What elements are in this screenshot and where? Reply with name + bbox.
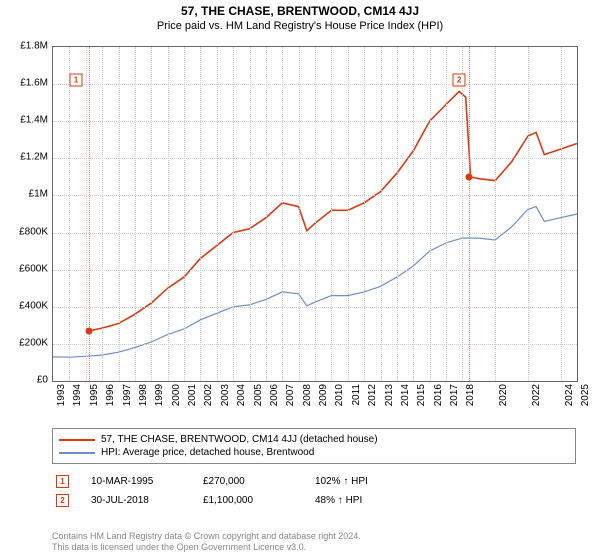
x-axis-label: 2003 [220,384,231,406]
chart-plot-area: 12 [52,46,578,382]
sale-marker-dot [86,327,93,334]
x-axis-label: 2016 [433,384,444,406]
x-axis-label: 2011 [351,384,362,406]
x-axis-label: 1998 [138,384,149,406]
x-axis-label: 2001 [187,384,198,406]
x-axis-label: 1999 [154,384,165,406]
y-axis-label: £1.8M [20,41,48,52]
x-axis-label: 2017 [449,384,460,406]
x-axis-label: 2000 [171,384,182,406]
trade-price: £270,000 [203,476,293,487]
x-axis-label: 1994 [72,384,83,406]
x-axis-label: 2018 [465,384,476,406]
y-axis-label: £600K [19,263,48,274]
title-main: 57, THE CHASE, BRENTWOOD, CM14 4JJ [0,4,600,18]
legend-label-2: HPI: Average price, detached house, Bren… [101,447,314,458]
x-axis-label: 2014 [400,384,411,406]
x-axis-label: 2005 [253,384,264,406]
legend-series-1: 57, THE CHASE, BRENTWOOD, CM14 4JJ (deta… [59,433,569,446]
footer: Contains HM Land Registry data © Crown c… [52,531,361,554]
legend-swatch-1 [59,439,95,441]
x-axis-label: 2012 [367,384,378,406]
trade-pct: 102% ↑ HPI [315,476,368,487]
x-axis-label: 2009 [318,384,329,406]
x-axis-label: 2020 [498,384,509,406]
trade-date: 30-JUL-2018 [91,495,181,506]
x-axis-label: 1997 [122,384,133,406]
trade-date: 10-MAR-1995 [91,476,181,487]
footer-line-2: This data is licensed under the Open Gov… [52,542,361,554]
y-axis-label: £0 [37,375,48,386]
x-axis-label: 2004 [236,384,247,406]
y-axis-label: £1.6M [20,78,48,89]
x-axis-label: 1996 [105,384,116,406]
trade-pct: 48% ↑ HPI [315,495,362,506]
y-axis-label: £1.4M [20,115,48,126]
y-axis-label: £400K [19,300,48,311]
x-axis-label: 2007 [285,384,296,406]
x-axis-label: 1993 [56,384,67,406]
legend-box: 57, THE CHASE, BRENTWOOD, CM14 4JJ (deta… [52,428,576,464]
y-axis-label: £1M [29,189,48,200]
y-axis-label: £800K [19,226,48,237]
legend-area: 57, THE CHASE, BRENTWOOD, CM14 4JJ (deta… [52,428,576,510]
x-axis-label: 2022 [531,384,542,406]
x-axis-label: 2008 [302,384,313,406]
x-axis-label: 2013 [384,384,395,406]
sale-marker-box: 1 [69,74,82,87]
y-axis-label: £1.2M [20,152,48,163]
x-axis-label: 2010 [334,384,345,406]
trade-marker: 1 [56,475,69,488]
footer-line-1: Contains HM Land Registry data © Crown c… [52,531,361,543]
x-axis-label: 2002 [203,384,214,406]
trades-table: 1 10-MAR-1995 £270,000 102% ↑ HPI 2 30-JUL-20… [52,472,576,510]
trade-row: 1 10-MAR-1995 £270,000 102% ↑ HPI [52,472,576,491]
y-axis-label: £200K [19,337,48,348]
legend-swatch-2 [59,452,95,454]
legend-label-1: 57, THE CHASE, BRENTWOOD, CM14 4JJ (deta… [101,434,378,445]
legend-series-2: HPI: Average price, detached house, Bren… [59,446,569,459]
x-axis-label: 2015 [416,384,427,406]
sale-marker-box: 2 [453,74,466,87]
trade-price: £1,100,000 [203,495,293,506]
sale-marker-dot [465,173,472,180]
x-axis-label: 2024 [564,384,575,406]
trade-marker: 2 [56,494,69,507]
trade-row: 2 30-JUL-2018 £1,100,000 48% ↑ HPI [52,491,576,510]
x-axis-label: 2006 [269,384,280,406]
title-sub: Price paid vs. HM Land Registry's House … [0,18,600,32]
x-axis-label: 1995 [89,384,100,406]
x-axis-label: 2025 [580,384,591,406]
